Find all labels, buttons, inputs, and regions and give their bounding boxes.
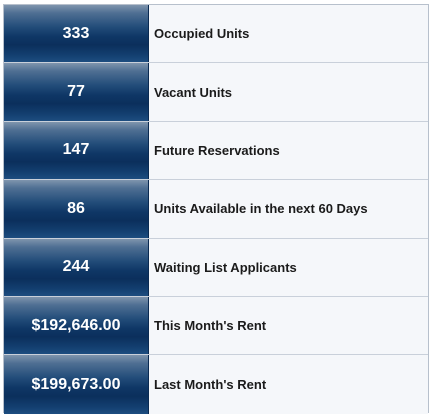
stat-label: Waiting List Applicants <box>149 238 428 296</box>
stat-value: 333 <box>4 5 149 63</box>
stat-value: 147 <box>4 121 149 180</box>
stat-row-occupied-units: 333 Occupied Units <box>4 5 428 64</box>
stat-label: Units Available in the next 60 Days <box>149 180 428 238</box>
stat-row-future-reservations: 147 Future Reservations <box>4 121 428 181</box>
stat-label: Last Month's Rent <box>149 355 428 414</box>
stat-row-waiting-list-applicants: 244 Waiting List Applicants <box>4 238 428 297</box>
stat-value: 86 <box>4 180 149 238</box>
stat-value: 244 <box>4 238 149 296</box>
stat-label: Future Reservations <box>149 121 428 180</box>
stat-value: 77 <box>4 63 149 121</box>
stat-row-vacant-units: 77 Vacant Units <box>4 63 428 122</box>
stat-row-units-available-60-days: 86 Units Available in the next 60 Days <box>4 180 428 239</box>
stat-label: Occupied Units <box>149 5 428 63</box>
stat-value: $192,646.00 <box>4 296 149 355</box>
stat-row-this-months-rent: $192,646.00 This Month's Rent <box>4 296 428 356</box>
summary-stats-table: 333 Occupied Units 77 Vacant Units 147 F… <box>3 4 429 414</box>
stat-label: Vacant Units <box>149 63 428 121</box>
stat-label: This Month's Rent <box>149 296 428 355</box>
stat-value: $199,673.00 <box>4 355 149 414</box>
stat-row-last-months-rent: $199,673.00 Last Month's Rent <box>4 355 428 414</box>
